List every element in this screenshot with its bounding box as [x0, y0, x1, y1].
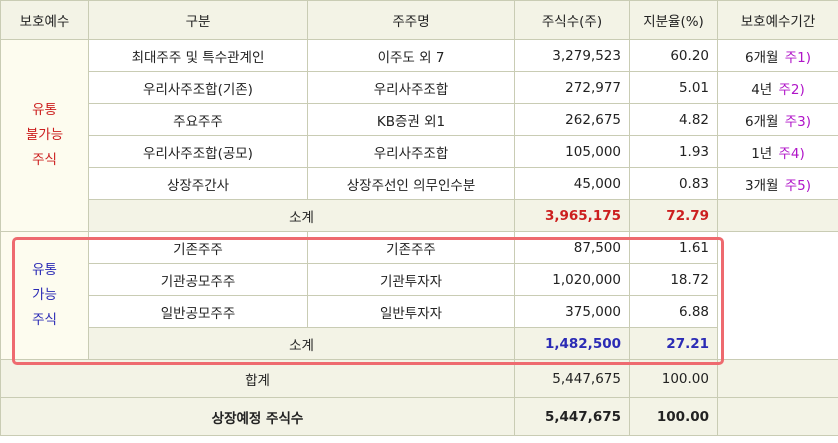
row-holder: 기관투자자: [307, 263, 515, 296]
row-holder: 우리사주조합: [307, 71, 515, 104]
row-holder: 상장주선인 의무인수분: [307, 167, 515, 200]
footnote-link: 주1): [784, 49, 811, 66]
subtotal-row: 소계 1,482,500 27.21: [1, 327, 838, 360]
footnote-link: 주2): [778, 81, 805, 98]
row-shares: 272,977: [514, 71, 630, 104]
footnote-link: 주3): [784, 113, 811, 130]
row-category: 우리사주조합(공모): [88, 135, 308, 168]
footnote-link: 주4): [778, 145, 805, 162]
listing-period-empty: [717, 397, 838, 436]
row-category: 우리사주조합(기존): [88, 71, 308, 104]
row-ratio: 1.93: [629, 135, 718, 168]
row-ratio: 6.88: [629, 295, 718, 328]
header-category: 구분: [88, 0, 308, 40]
row-holder: 이주도 외 7: [307, 39, 515, 72]
row-shares: 3,279,523: [514, 39, 630, 72]
header-lockup: 보호예수: [0, 0, 89, 40]
listing-row: 상장예정 주식수 5,447,675 100.00: [0, 397, 838, 436]
header-row: 보호예수 구분 주주명 주식수(주) 지분율(%) 보호예수기간: [0, 0, 838, 40]
row-ratio: 60.20: [629, 39, 718, 72]
group-label-tradable: 유통 가능 주식: [0, 231, 89, 360]
subtotal-ratio: 27.21: [629, 327, 718, 360]
row-period: 1년 주4): [717, 135, 838, 168]
row-shares: 105,000: [514, 135, 630, 168]
row-holder: 기존주주: [307, 231, 515, 264]
subtotal-label: 소계: [88, 199, 515, 232]
footnote-link: 주5): [784, 177, 811, 194]
listing-label: 상장예정 주식수: [0, 397, 515, 436]
group-label-non-tradable: 유통 불가능 주식: [0, 39, 89, 232]
total-period-empty: [717, 359, 838, 398]
table-row: 우리사주조합(공모) 우리사주조합 105,000 1.93 1년 주4): [1, 135, 838, 168]
row-category: 상장주간사: [88, 167, 308, 200]
total-shares: 5,447,675: [514, 359, 630, 398]
row-shares: 1,020,000: [514, 263, 630, 296]
row-holder: 일반투자자: [307, 295, 515, 328]
row-period: 6개월 주1): [717, 39, 838, 72]
table-row: 유통 가능 주식 기존주주 기존주주 87,500 1.61: [0, 231, 838, 360]
table-row: 일반공모주주 일반투자자 375,000 6.88: [1, 295, 838, 328]
row-holder: KB증권 외1: [307, 103, 515, 136]
listing-ratio: 100.00: [629, 397, 718, 436]
subtotal-ratio: 72.79: [629, 199, 718, 232]
row-category: 기존주주: [88, 231, 308, 264]
header-ratio: 지분율(%): [629, 0, 718, 40]
table-row: 유통 불가능 주식 최대주주 및 특수관계인 이주도 외 7 3,279,523…: [0, 39, 838, 232]
header-period: 보호예수기간: [717, 0, 838, 40]
row-period: 4년 주2): [717, 71, 838, 104]
listing-shares: 5,447,675: [514, 397, 630, 436]
row-period: 3개월 주5): [717, 167, 838, 200]
tradable-period-empty: [717, 231, 838, 360]
row-shares: 45,000: [514, 167, 630, 200]
row-category: 최대주주 및 특수관계인: [88, 39, 308, 72]
row-shares: 87,500: [514, 231, 630, 264]
row-shares: 262,675: [514, 103, 630, 136]
row-ratio: 0.83: [629, 167, 718, 200]
subtotal-row: 소계 3,965,175 72.79: [1, 199, 838, 232]
row-category: 주요주주: [88, 103, 308, 136]
row-ratio: 4.82: [629, 103, 718, 136]
table-row: 기관공모주주 기관투자자 1,020,000 18.72: [1, 263, 838, 296]
row-category: 기관공모주주: [88, 263, 308, 296]
table-row: 주요주주 KB증권 외1 262,675 4.82 6개월 주3): [1, 103, 838, 136]
row-ratio: 18.72: [629, 263, 718, 296]
row-holder: 우리사주조합: [307, 135, 515, 168]
subtotal-shares: 1,482,500: [514, 327, 630, 360]
subtotal-shares: 3,965,175: [514, 199, 630, 232]
header-holder: 주주명: [307, 0, 515, 40]
subtotal-period-empty: [717, 199, 838, 232]
row-period: 6개월 주3): [717, 103, 838, 136]
table-row: 우리사주조합(기존) 우리사주조합 272,977 5.01 4년 주2): [1, 71, 838, 104]
row-ratio: 1.61: [629, 231, 718, 264]
subtotal-label: 소계: [88, 327, 515, 360]
row-shares: 375,000: [514, 295, 630, 328]
header-shares: 주식수(주): [514, 0, 630, 40]
total-ratio: 100.00: [629, 359, 718, 398]
total-label: 합계: [0, 359, 515, 398]
total-row: 합계 5,447,675 100.00: [0, 359, 838, 398]
row-category: 일반공모주주: [88, 295, 308, 328]
table-row: 상장주간사 상장주선인 의무인수분 45,000 0.83 3개월 주5): [1, 167, 838, 200]
row-ratio: 5.01: [629, 71, 718, 104]
